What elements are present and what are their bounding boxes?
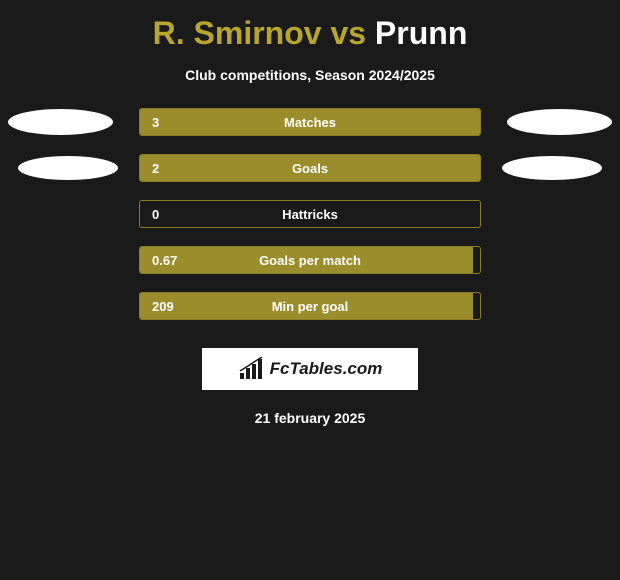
comparison-date: 21 february 2025 — [255, 410, 366, 426]
stat-bar: 209 Min per goal — [139, 292, 481, 320]
stat-label: Goals per match — [259, 253, 361, 268]
source-logo[interactable]: FcTables.com — [202, 348, 418, 390]
stat-label: Hattricks — [282, 207, 338, 222]
stat-value: 2 — [152, 161, 159, 176]
stat-value: 3 — [152, 115, 159, 130]
stat-bar: 2 Goals — [139, 154, 481, 182]
stat-bar: 0 Hattricks — [139, 200, 481, 228]
player2-indicator — [502, 156, 602, 180]
player1-indicator — [18, 156, 118, 180]
stat-row-goals: 2 Goals — [0, 154, 620, 182]
stat-value: 0.67 — [152, 253, 177, 268]
comparison-card: R. Smirnov vs Prunn Club competitions, S… — [0, 0, 620, 436]
stat-label: Goals — [292, 161, 328, 176]
stat-value: 0 — [152, 207, 159, 222]
stat-row-goals-per-match: 0.67 Goals per match — [0, 246, 620, 274]
logo-text: FcTables.com — [270, 359, 383, 379]
comparison-subtitle: Club competitions, Season 2024/2025 — [185, 67, 435, 83]
stat-value: 209 — [152, 299, 174, 314]
stat-bar: 3 Matches — [139, 108, 481, 136]
stats-list: 3 Matches 2 Goals 0 Hattricks — [0, 108, 620, 338]
comparison-title: R. Smirnov vs Prunn — [153, 15, 468, 52]
stat-bar: 0.67 Goals per match — [139, 246, 481, 274]
stat-row-min-per-goal: 209 Min per goal — [0, 292, 620, 320]
player1-indicator — [8, 109, 113, 135]
stat-label: Matches — [284, 115, 336, 130]
vs-separator: vs — [330, 15, 366, 51]
player2-indicator — [507, 109, 612, 135]
stat-row-matches: 3 Matches — [0, 108, 620, 136]
player1-name: R. Smirnov — [153, 15, 322, 51]
logo-content: FcTables.com — [238, 357, 383, 381]
stat-label: Min per goal — [272, 299, 349, 314]
chart-icon — [238, 357, 266, 381]
stat-row-hattricks: 0 Hattricks — [0, 200, 620, 228]
player2-name: Prunn — [375, 15, 467, 51]
